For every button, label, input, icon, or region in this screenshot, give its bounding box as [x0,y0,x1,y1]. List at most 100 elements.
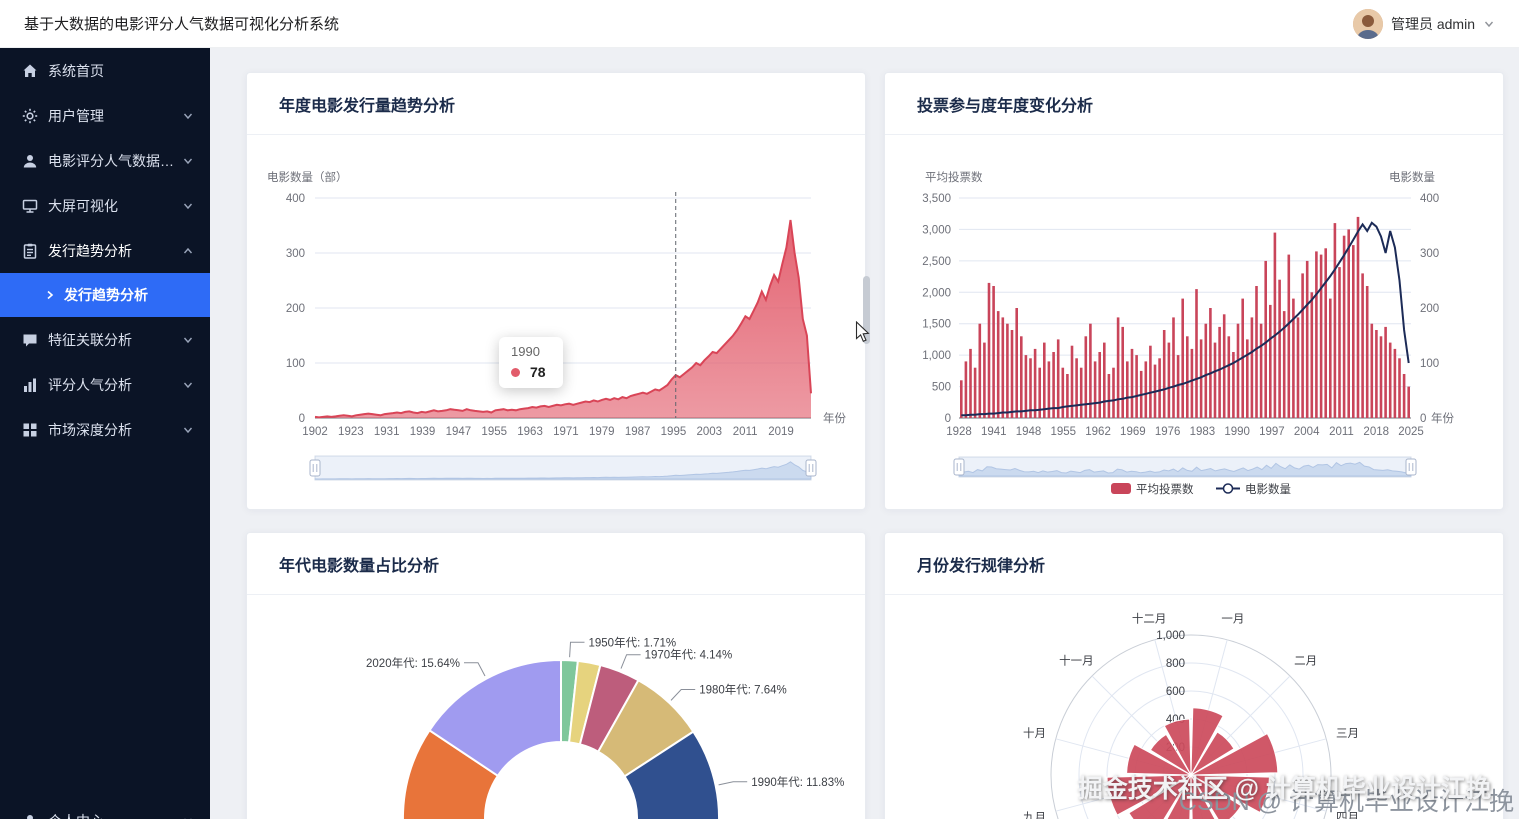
rose-petal[interactable] [1190,774,1242,819]
card-title: 年代电影数量占比分析 [247,533,865,595]
svg-text:九月: 九月 [1023,811,1046,819]
svg-text:十月: 十月 [1023,726,1046,740]
chevron-down-icon [182,379,194,391]
bar-chart-icon [22,377,38,393]
sidebar-item-big-screen[interactable]: 大屏可视化 [0,183,210,228]
svg-text:2025: 2025 [1398,426,1424,438]
tooltip-year: 1990 [511,344,540,359]
rose-petal[interactable] [1190,732,1279,776]
card-decade-share: 年代电影数量占比分析 1950年代: 1.71% 1970年代: 4.14% 198… [246,532,866,819]
datazoom-handle[interactable] [309,459,321,477]
grid-icon [22,422,38,438]
svg-text:0: 0 [1420,413,1426,425]
svg-text:300: 300 [286,248,305,260]
svg-text:2004: 2004 [1294,426,1320,438]
sidebar-item-user-management[interactable]: 用户管理 [0,93,210,138]
rose-petal[interactable] [1162,774,1192,819]
svg-text:600: 600 [1166,686,1185,698]
sidebar-item-release-trend[interactable]: 发行趋势分析 [0,228,210,273]
svg-text:1970年代: 4.14%: 1970年代: 4.14% [645,648,733,662]
sidebar-item-movie-data-management[interactable]: 电影评分人气数据管理 [0,138,210,183]
svg-text:四月: 四月 [1336,812,1359,819]
svg-text:十二月: 十二月 [1132,612,1167,626]
svg-text:1931: 1931 [374,426,400,438]
datazoom-handle[interactable] [1405,458,1417,476]
sidebar-item-label: 大屏可视化 [48,197,118,214]
gear-icon [22,108,38,124]
pie-segment[interactable] [428,658,562,778]
annual-release-trend-chart[interactable]: 0 100 200 300 400 电影数量（部） 1902 1923 1931 1939 1947… [247,73,866,509]
svg-text:1939: 1939 [410,426,436,438]
monthly-pattern-rose-chart[interactable]: 一月二月三月四月五月六月七月八月九月十月十一月十二月2004006008001,… [885,533,1504,819]
rose-petal[interactable] [1190,707,1224,776]
pie-segment[interactable] [401,728,568,819]
rose-petal[interactable] [1190,774,1270,814]
sidebar-subitem-label: 发行趋势分析 [64,287,148,303]
sidebar-item-home[interactable]: 系统首页 [0,48,210,93]
user-icon [22,153,38,169]
svg-text:2,500: 2,500 [922,256,951,268]
svg-text:1923: 1923 [338,426,364,438]
sidebar-subitem-release-trend-active[interactable]: 发行趋势分析 [0,273,210,317]
svg-text:1990: 1990 [1224,426,1250,438]
rose-petal[interactable] [1190,774,1216,819]
sidebar-item-feature-correlation[interactable]: 特征关联分析 [0,317,210,362]
card-monthly-pattern: 月份发行规律分析 一月二月三月四月五月六月七月八月九月十月十一月十二月20040… [884,532,1504,819]
vote-participation-chart[interactable]: 3,500 3,000 2,500 2,000 1,500 1,000 500 0 400 300… [885,73,1504,509]
svg-text:电影数量（部）: 电影数量（部） [267,170,348,184]
svg-text:1947: 1947 [446,426,472,438]
avatar[interactable] [1352,8,1383,39]
svg-text:1979: 1979 [589,426,615,438]
rose-petal[interactable] [1126,743,1192,776]
rose-petal[interactable] [1128,774,1192,819]
svg-text:电影数量: 电影数量 [1245,482,1291,496]
svg-text:2011: 2011 [1329,426,1354,438]
svg-text:三月: 三月 [1336,728,1359,740]
svg-text:0: 0 [945,413,951,425]
user-menu[interactable]: 管理员 admin [1352,8,1495,39]
top-header: 基于大数据的电影评分人气数据可视化分析系统 管理员 admin [0,0,1519,48]
svg-text:1969: 1969 [1120,426,1146,438]
card-vote-participation: 投票参与度年度变化分析 3,500 3,000 2,500 2,000 1,500 1,0… [884,72,1504,510]
clipboard-icon [22,243,38,259]
svg-text:一月: 一月 [1221,614,1244,626]
svg-text:2,000: 2,000 [922,287,951,299]
mouse-cursor [855,320,871,348]
datazoom-handle[interactable] [953,458,965,476]
chevron-down-icon [182,155,194,167]
decade-share-donut-chart[interactable]: 1950年代: 1.71%1970年代: 4.14% 1980年代: 7.64% 1… [247,533,866,819]
card-title: 投票参与度年度变化分析 [885,73,1503,135]
legend-line-marker[interactable] [1222,483,1234,494]
svg-text:500: 500 [932,382,951,394]
sidebar-item-label: 发行趋势分析 [48,242,132,259]
pie-segment[interactable] [623,730,720,819]
sidebar-item-rating-popularity[interactable]: 评分人气分析 [0,362,210,407]
legend-bar-marker[interactable] [1111,483,1131,494]
svg-text:1980年代: 7.64%: 1980年代: 7.64% [699,683,787,697]
rose-petal[interactable] [1106,774,1192,816]
svg-text:1962: 1962 [1085,426,1111,438]
sidebar-item-label: 电影评分人气数据管理 [48,152,178,169]
svg-text:1941: 1941 [981,426,1007,438]
chevron-down-icon[interactable] [1483,18,1495,30]
svg-text:1,000: 1,000 [1156,630,1185,642]
svg-text:1997: 1997 [1259,426,1285,438]
sidebar-item-profile[interactable]: 个人中心 [0,798,210,819]
card-title: 年度电影发行量趋势分析 [247,73,865,135]
rose-petal[interactable] [1149,733,1192,776]
rose-petal[interactable] [1190,731,1235,776]
svg-text:200: 200 [286,303,305,315]
svg-text:1955: 1955 [1051,426,1077,438]
page-scrollbar[interactable] [863,276,870,344]
svg-text:1,000: 1,000 [922,350,951,362]
watermark-front: 掘金技术社区 @ 计算机毕业设计江挽 [1077,775,1491,803]
datazoom-handle[interactable] [805,459,817,477]
svg-text:电影数量: 电影数量 [1389,170,1435,184]
svg-text:1,500: 1,500 [922,319,951,331]
main-content: 年度电影发行量趋势分析 0 100 200 300 400 电影数量（部） 1902 1923… [210,48,1519,819]
avatar-image [1352,8,1383,39]
chevron-up-icon [182,245,194,257]
rose-petal[interactable] [1163,718,1192,776]
sidebar-item-market-depth[interactable]: 市场深度分析 [0,407,210,452]
svg-text:1928: 1928 [946,426,972,438]
